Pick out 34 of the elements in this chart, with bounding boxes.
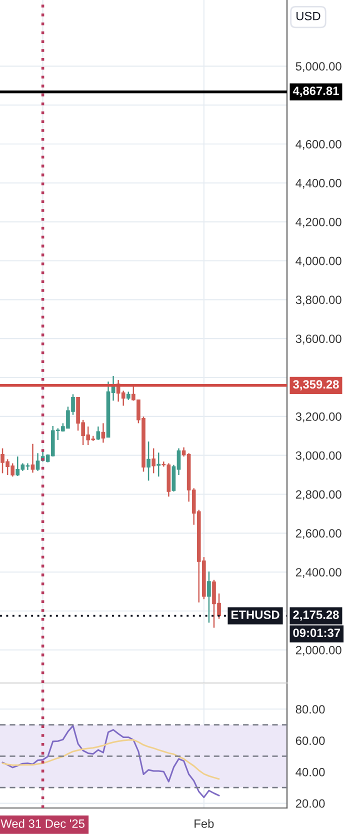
line-series	[2, 724, 220, 798]
y-tick-label: 40.00	[296, 768, 325, 776]
line-series	[2, 739, 220, 780]
x-tick-label: Feb	[194, 819, 214, 828]
candlestick	[146, 440, 150, 482]
y-axis-title: USD	[296, 12, 320, 20]
candlestick	[101, 422, 106, 444]
candlestick	[156, 452, 161, 478]
y-tick-label: 2,800.00	[296, 490, 342, 500]
y-tick-label: 3,200.00	[296, 412, 342, 422]
candlestick	[152, 448, 156, 474]
y-tick-label: 2,600.00	[296, 529, 342, 540]
x-tick-label: Wed 31 Dec '25	[0, 819, 84, 828]
text: 09:01:37	[293, 628, 340, 638]
y-tick-label: 3,800.00	[296, 296, 342, 306]
y-tick-label: 60.00	[296, 736, 325, 745]
y-tick-label: 4,600.00	[296, 140, 342, 150]
y-tick-label: 80.00	[296, 705, 325, 714]
ref-line-label: 2,175.28	[293, 610, 339, 621]
y-tick-label: 2,400.00	[296, 568, 342, 578]
ref-line-label: 3,359.28	[293, 380, 339, 390]
candlestick	[30, 443, 35, 474]
y-tick-label: 4,200.00	[296, 218, 342, 228]
ref-line-label: 4,867.81	[292, 86, 339, 97]
annotation: ETHUSD	[232, 610, 280, 620]
y-tick-label: 20.00	[296, 799, 325, 808]
y-tick-label: 4,000.00	[296, 256, 342, 267]
y-tick-label: 2,000.00	[296, 646, 342, 656]
candlestick	[96, 426, 100, 441]
y-tick-label: 3,600.00	[296, 334, 342, 344]
candlestick	[207, 570, 211, 624]
y-tick-label: 3,000.00	[296, 451, 342, 462]
y-tick-label: 5,000.00	[296, 62, 342, 72]
y-tick-label: 4,400.00	[296, 178, 342, 189]
